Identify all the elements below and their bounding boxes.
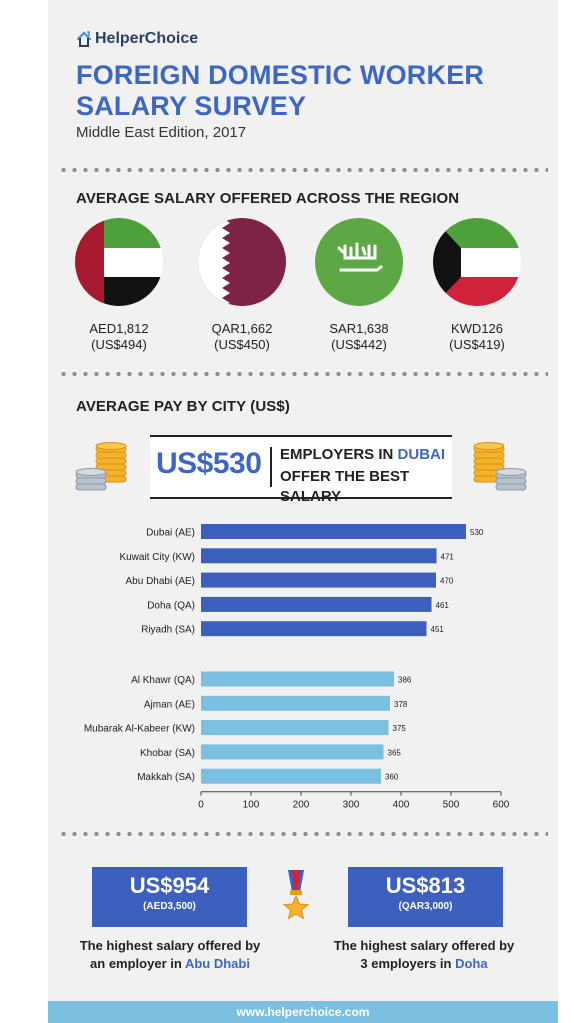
category-label: Kuwait City (KW) [119, 552, 195, 563]
category-label: Ajman (AE) [144, 699, 195, 710]
house-icon [76, 31, 92, 47]
footer-url[interactable]: www.helperchoice.com [48, 1001, 558, 1023]
x-tick-label: 300 [343, 800, 360, 810]
value-label: 471 [441, 552, 455, 561]
highlight-amount: US$813 [385, 873, 466, 898]
banner-line-1-prefix: EMPLOYERS IN [280, 446, 398, 463]
bar [201, 671, 394, 687]
bar [201, 768, 381, 784]
saudi-usd-salary: (US$442) [331, 337, 387, 352]
value-label: 451 [431, 625, 445, 634]
highlight-caption-doha: The highest salary offered by 3 employer… [314, 937, 534, 973]
title-line-1: FOREIGN DOMESTIC WORKER [76, 60, 485, 90]
category-label: Abu Dhabi (AE) [126, 576, 195, 587]
title-line-2: SALARY SURVEY [76, 91, 307, 121]
banner-amount: US$530 [156, 447, 262, 480]
caption-line-2: 3 employers in Doha [314, 955, 534, 973]
saudi-flag-icon [315, 218, 403, 306]
kuwait-usd-salary: (US$419) [449, 337, 505, 352]
bar [201, 572, 436, 588]
saudi-salary-label: SAR1,638 (US$442) [304, 321, 414, 353]
value-label: 386 [398, 676, 412, 685]
brand-logo: HelperChoice [76, 30, 198, 48]
qatar-usd-salary: (US$450) [214, 337, 270, 352]
x-tick-label: 400 [393, 800, 410, 810]
dotted-divider [58, 372, 548, 376]
x-tick-label: 0 [198, 800, 204, 810]
bar [201, 621, 427, 637]
bar [201, 596, 432, 612]
category-label: Al Khawr (QA) [131, 675, 195, 686]
coin-stack-icon [74, 436, 132, 499]
banner-line-2: OFFER THE BEST SALARY [280, 468, 410, 505]
bar [201, 695, 390, 711]
highlight-local-amount: (AED3,500) [143, 901, 196, 912]
x-tick-label: 100 [243, 800, 260, 810]
qatar-flag-icon [198, 218, 286, 306]
medal-icon [278, 870, 314, 933]
category-label: Dubai (AE) [146, 528, 195, 539]
category-label: Riyadh (SA) [141, 625, 195, 636]
kuwait-flag-icon [433, 218, 521, 306]
saudi-local-salary: SAR1,638 [329, 321, 389, 336]
kuwait-salary-label: KWD126 (US$419) [422, 321, 532, 353]
uae-usd-salary: (US$494) [91, 337, 147, 352]
highlight-local-amount: (QAR3,000) [398, 901, 453, 912]
best-salary-banner: US$530 EMPLOYERS IN DUBAI OFFER THE BEST… [150, 435, 452, 505]
banner-city: DUBAI [397, 446, 446, 463]
category-label: Makkah (SA) [137, 772, 195, 783]
infographic-page: HelperChoice FOREIGN DOMESTIC WORKER SAL… [48, 0, 558, 1023]
city-pay-bar-chart: Dubai (AE) 530 Kuwait City (KW) 471 Abu Dhab… [84, 524, 510, 810]
caption-prefix: 3 employers in [360, 956, 456, 971]
qatar-local-salary: QAR1,662 [211, 321, 273, 336]
value-label: 378 [394, 700, 408, 709]
value-label: 530 [470, 528, 484, 537]
uae-flag-icon [75, 218, 163, 306]
page-title: FOREIGN DOMESTIC WORKER SALARY SURVEY [76, 60, 546, 122]
caption-city: Abu Dhabi [184, 956, 250, 971]
highest-salary-box-abu-dhabi: US$954 (AED3,500) [92, 867, 247, 927]
x-tick-label: 200 [293, 800, 310, 810]
dotted-divider [58, 832, 548, 836]
caption-line-1: The highest salary offered by [79, 938, 261, 953]
caption-line-1: The highest salary offered by [333, 938, 515, 953]
coin-stack-icon [472, 436, 530, 499]
bar [201, 720, 389, 736]
region-section-title: AVERAGE SALARY OFFERED ACROSS THE REGION [76, 190, 460, 207]
kuwait-local-salary: KWD126 [450, 321, 504, 336]
category-label: Mubarak Al-Kabeer (KW) [84, 724, 195, 735]
caption-city: Doha [455, 956, 488, 971]
category-label: Doha (QA) [147, 600, 195, 611]
highlight-amount: US$954 [129, 873, 210, 898]
caption-prefix: an employer in [90, 956, 185, 971]
value-label: 470 [440, 577, 454, 586]
value-label: 461 [436, 601, 450, 610]
dotted-divider [58, 168, 548, 172]
category-label: Khobar (SA) [140, 748, 195, 759]
highest-salary-box-doha: US$813 (QAR3,000) [348, 867, 503, 927]
value-label: 375 [393, 724, 407, 733]
highlight-caption-abu-dhabi: The highest salary offered by an employe… [60, 937, 280, 973]
uae-local-salary: AED1,812 [89, 321, 149, 336]
x-tick-label: 500 [443, 800, 460, 810]
bar [201, 744, 384, 760]
value-label: 360 [385, 773, 399, 782]
city-section-title: AVERAGE PAY BY CITY (US$) [76, 398, 290, 415]
bar [201, 548, 437, 564]
brand-name: HelperChoice [95, 30, 199, 47]
value-label: 365 [388, 748, 402, 757]
caption-line-2: an employer in Abu Dhabi [60, 955, 280, 973]
banner-line-1: EMPLOYERS IN DUBAI [280, 445, 445, 465]
uae-salary-label: AED1,812 (US$494) [64, 321, 174, 353]
x-tick-label: 600 [493, 800, 510, 810]
qatar-salary-label: QAR1,662 (US$450) [187, 321, 297, 353]
bar [201, 524, 466, 539]
banner-divider [270, 447, 272, 487]
page-subtitle: Middle East Edition, 2017 [76, 124, 247, 141]
